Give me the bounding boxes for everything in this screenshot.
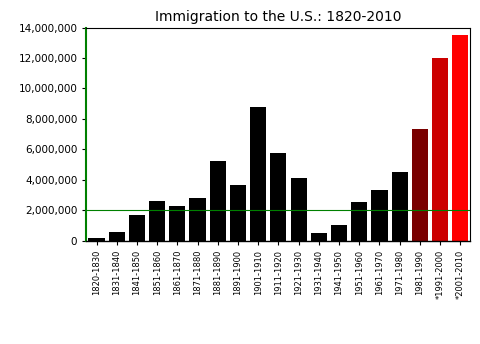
Bar (392, 172, 408, 241)
Bar (169, 205, 185, 241)
Bar (230, 185, 246, 241)
Bar (190, 198, 205, 241)
Bar (432, 58, 448, 241)
Bar (331, 225, 347, 241)
Bar (250, 107, 266, 241)
Bar (311, 233, 327, 241)
Bar (210, 161, 226, 241)
Bar (412, 129, 428, 241)
Bar (129, 215, 145, 241)
Bar (88, 238, 105, 241)
Bar (149, 201, 165, 241)
Bar (290, 178, 307, 241)
Bar (270, 153, 287, 241)
Bar (452, 35, 468, 241)
Bar (372, 190, 387, 241)
Bar (108, 232, 125, 241)
Bar (351, 203, 367, 241)
Title: Immigration to the U.S.: 1820-2010: Immigration to the U.S.: 1820-2010 (155, 10, 402, 24)
